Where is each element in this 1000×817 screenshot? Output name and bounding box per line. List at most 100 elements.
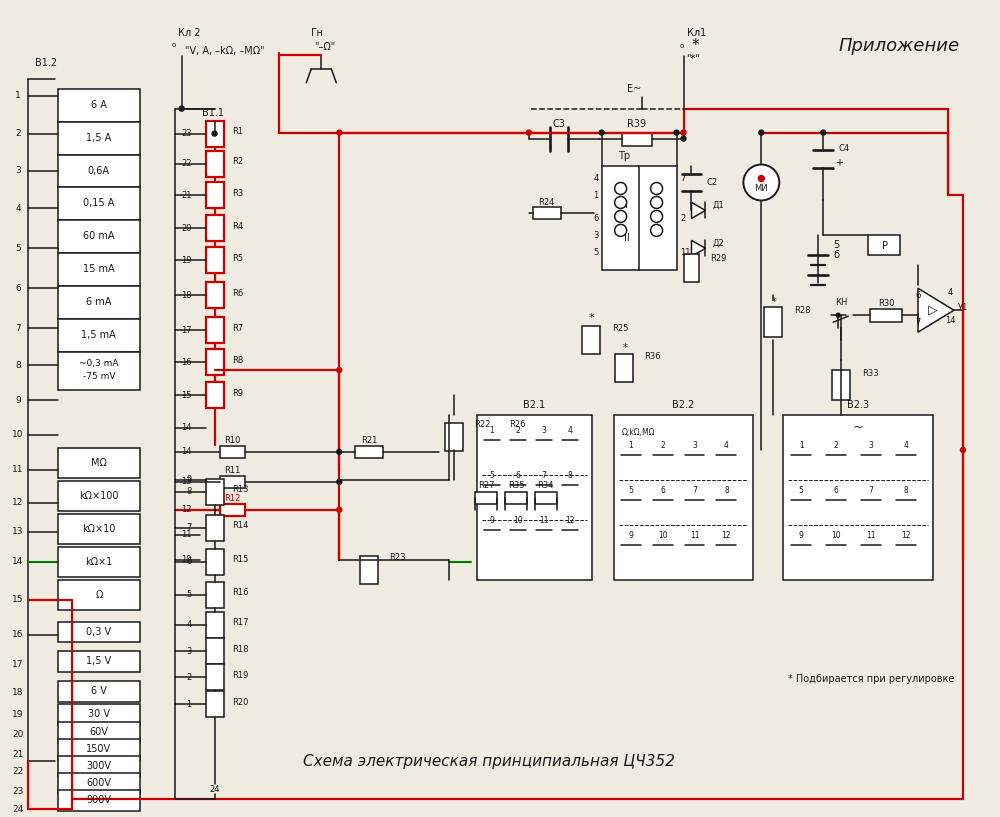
Bar <box>58 757 140 777</box>
Bar <box>615 354 633 382</box>
Text: 9: 9 <box>799 531 804 540</box>
Bar <box>832 370 850 400</box>
Text: *: * <box>622 343 627 353</box>
Text: 13: 13 <box>181 477 192 486</box>
Text: 10: 10 <box>12 431 24 440</box>
Text: 6: 6 <box>15 283 21 292</box>
Text: Д1: Д1 <box>712 201 724 210</box>
Text: Приложение: Приложение <box>838 37 959 55</box>
Bar <box>684 254 699 283</box>
Bar <box>783 415 933 579</box>
Text: "*": "*" <box>687 54 700 64</box>
Text: R39: R39 <box>627 118 646 128</box>
Bar <box>614 415 753 579</box>
Circle shape <box>337 480 342 484</box>
Text: 7: 7 <box>869 486 874 495</box>
Circle shape <box>758 176 764 181</box>
Text: II: II <box>624 234 630 243</box>
Text: 3: 3 <box>593 231 599 240</box>
Text: R12: R12 <box>224 494 241 503</box>
Text: Ω: Ω <box>95 590 102 600</box>
Circle shape <box>743 164 779 200</box>
Text: R18: R18 <box>232 645 249 654</box>
Text: 6 A: 6 A <box>91 100 107 109</box>
Text: 1: 1 <box>628 441 633 450</box>
Text: C3: C3 <box>552 118 565 128</box>
Circle shape <box>759 130 764 135</box>
Text: 13: 13 <box>12 527 24 536</box>
Text: 3: 3 <box>15 166 21 175</box>
Text: 1: 1 <box>186 700 192 709</box>
Text: 12: 12 <box>12 498 24 507</box>
Text: 8: 8 <box>186 487 192 496</box>
Text: B1.2: B1.2 <box>35 58 57 68</box>
Text: R35: R35 <box>508 481 524 490</box>
Text: 12: 12 <box>565 516 575 525</box>
Text: 22: 22 <box>12 766 24 775</box>
Text: 2: 2 <box>834 441 839 450</box>
Text: 3: 3 <box>186 647 192 656</box>
Text: 23: 23 <box>181 129 192 138</box>
Text: Д2: Д2 <box>712 239 724 248</box>
Text: R19: R19 <box>232 671 249 680</box>
Text: 6: 6 <box>915 291 921 300</box>
Text: -75 mV: -75 mV <box>83 372 115 381</box>
Text: 5: 5 <box>833 240 839 250</box>
Bar <box>535 492 557 504</box>
Circle shape <box>337 507 342 512</box>
Text: 900V: 900V <box>86 795 111 805</box>
Text: 30 V: 30 V <box>88 709 110 719</box>
Text: 10: 10 <box>513 516 523 525</box>
Text: 60V: 60V <box>89 727 108 737</box>
Text: R6: R6 <box>232 288 244 297</box>
Text: ~0,3 mA: ~0,3 mA <box>79 359 119 368</box>
Text: *: * <box>692 38 699 53</box>
Text: 14: 14 <box>181 423 192 432</box>
Text: 8: 8 <box>15 360 21 369</box>
Bar <box>206 150 224 176</box>
Text: E~: E~ <box>627 83 642 94</box>
Bar <box>58 622 140 642</box>
Text: B2.2: B2.2 <box>672 400 695 410</box>
Bar <box>58 773 140 794</box>
Text: R21: R21 <box>361 436 377 445</box>
Text: 14: 14 <box>945 315 955 324</box>
Text: 7: 7 <box>186 523 192 532</box>
Text: R13: R13 <box>232 485 249 494</box>
Text: R5: R5 <box>232 254 244 263</box>
Text: 7: 7 <box>15 324 21 333</box>
Bar <box>206 248 224 274</box>
Bar <box>206 121 224 146</box>
Text: 5: 5 <box>799 486 804 495</box>
Text: Ω,kΩ,MΩ: Ω,kΩ,MΩ <box>622 428 655 437</box>
Text: 4: 4 <box>947 288 953 297</box>
Circle shape <box>337 368 342 373</box>
Circle shape <box>179 106 184 111</box>
Circle shape <box>337 130 342 135</box>
Bar <box>58 681 140 703</box>
Bar <box>622 132 652 145</box>
Text: 600V: 600V <box>86 778 111 788</box>
Text: B2.3: B2.3 <box>847 400 869 410</box>
Bar <box>505 492 527 504</box>
Text: 0,15 A: 0,15 A <box>83 199 114 208</box>
Circle shape <box>821 130 826 135</box>
Bar <box>868 235 900 256</box>
Bar <box>206 317 224 343</box>
Bar <box>206 479 224 505</box>
Text: R10: R10 <box>224 436 241 445</box>
Text: R36: R36 <box>645 351 661 360</box>
Text: 4: 4 <box>186 620 192 629</box>
Text: R7: R7 <box>232 324 244 333</box>
Text: R25: R25 <box>612 324 628 333</box>
Bar <box>58 187 140 221</box>
Bar <box>206 349 224 375</box>
Text: I: I <box>625 200 628 211</box>
Text: 11: 11 <box>539 516 549 525</box>
Text: R15: R15 <box>232 556 249 565</box>
Circle shape <box>836 313 840 317</box>
Text: ▷: ▷ <box>928 304 938 317</box>
Text: 5: 5 <box>489 471 494 480</box>
Text: R8: R8 <box>232 355 244 364</box>
Text: *: * <box>589 313 595 324</box>
